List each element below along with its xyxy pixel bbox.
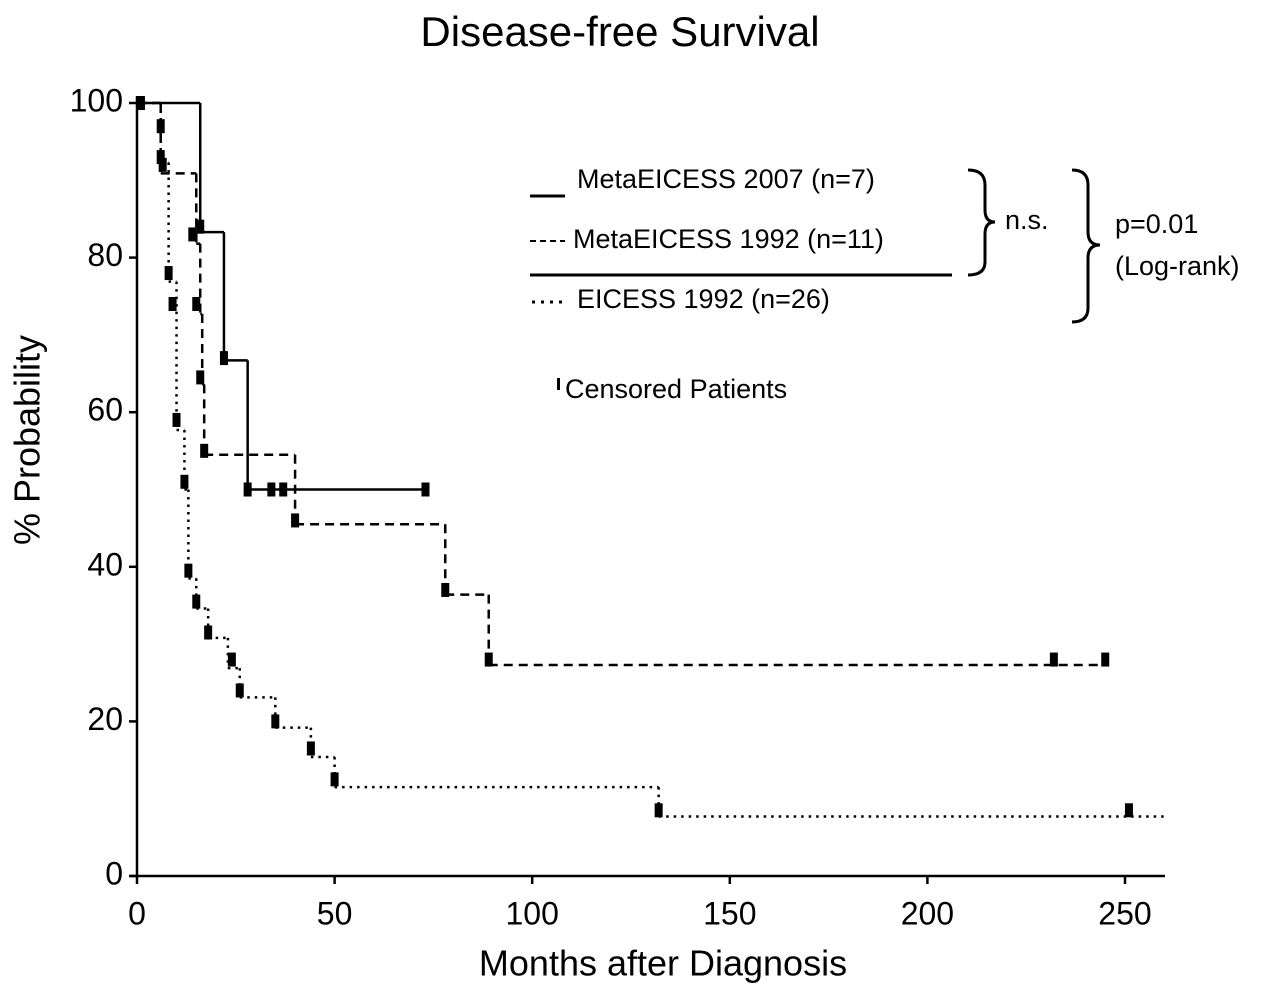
x-axis-label: Months after Diagnosis (479, 943, 847, 984)
y-tick-label: 80 (87, 237, 123, 273)
y-tick-label: 20 (87, 701, 123, 737)
y-tick-label: 0 (105, 855, 123, 891)
x-tick-label: 100 (506, 895, 559, 931)
censored-mark (1101, 652, 1110, 667)
x-tick-label: 250 (1098, 895, 1151, 931)
censored-mark (180, 474, 189, 489)
censored-mark (484, 652, 493, 667)
x-tick-label: 200 (901, 895, 954, 931)
censored-mark (192, 296, 201, 311)
censored-mark (196, 219, 205, 234)
censored-mark (227, 652, 236, 667)
censored-mark (243, 482, 252, 497)
bracket (967, 168, 996, 277)
censored-mark (158, 157, 167, 172)
censored-mark (184, 563, 193, 578)
censored-mark (200, 443, 209, 458)
censored-mark (330, 772, 339, 787)
x-tick-label: 0 (128, 895, 146, 931)
censored-mark (267, 482, 276, 497)
annotation: Censored Patients (565, 374, 787, 404)
censored-mark (156, 119, 165, 134)
legend-label: EICESS 1992 (n=26) (577, 284, 830, 314)
censored-legend-symbol (557, 378, 560, 390)
censored-mark (164, 266, 173, 281)
annotation: p=0.01 (1115, 209, 1198, 239)
legend-label: MetaEICESS 2007 (n=7) (577, 164, 875, 194)
censored-mark (654, 803, 663, 818)
censored-mark (279, 482, 288, 497)
censored-mark (196, 370, 205, 385)
censored-mark (168, 296, 177, 311)
censored-mark (421, 482, 430, 497)
censored-mark (172, 412, 181, 427)
legend-label: MetaEICESS 1992 (n=11) (573, 224, 884, 254)
y-axis-label: % Probability (7, 335, 48, 545)
bracket (1071, 168, 1101, 324)
censored-mark (1049, 652, 1058, 667)
censored-mark (188, 227, 197, 242)
censored-mark (306, 741, 315, 756)
y-tick-label: 100 (70, 82, 123, 118)
censored-mark (192, 594, 201, 609)
y-tick-label: 60 (87, 392, 123, 428)
censored-mark (235, 683, 244, 698)
censored-mark (1124, 803, 1133, 818)
x-tick-label: 150 (703, 895, 756, 931)
censored-mark (219, 351, 228, 366)
chart-title: Disease-free Survival (420, 8, 819, 55)
y-tick-label: 40 (87, 546, 123, 582)
censored-mark (441, 582, 450, 597)
censored-mark (291, 513, 300, 528)
annotation: n.s. (1005, 205, 1049, 235)
annotation: (Log-rank) (1115, 251, 1240, 281)
censored-mark (271, 714, 280, 729)
x-tick-label: 50 (317, 895, 353, 931)
censored-mark (204, 625, 213, 640)
